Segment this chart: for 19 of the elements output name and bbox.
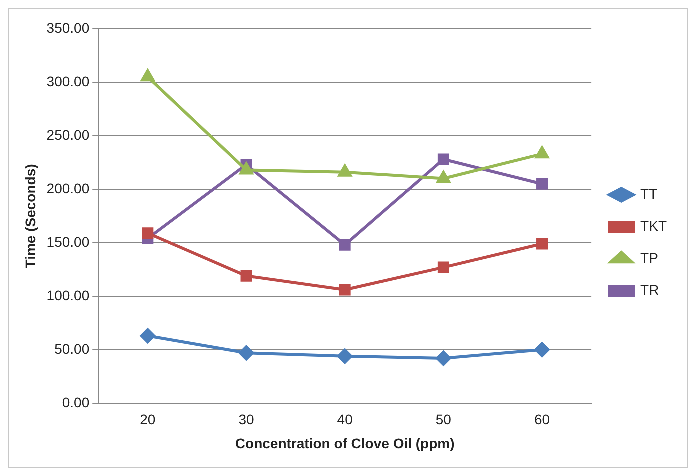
legend-label: TP [640, 250, 658, 266]
y-tick-label: 50.00 [54, 340, 90, 357]
y-tick-label: 200.00 [46, 180, 90, 196]
x-axis-title: Concentration of Clove Oil (ppm) [235, 435, 455, 452]
y-axis-title: Time (Seconds) [22, 164, 38, 268]
y-tick-label: 150.00 [46, 234, 90, 250]
x-tick-label: 40 [337, 412, 354, 428]
y-tick-label: 0.00 [62, 394, 90, 410]
y-tick-label: 250.00 [46, 126, 90, 143]
y-tick-label: 300.00 [46, 73, 90, 90]
x-tick-label: 60 [534, 412, 550, 428]
y-tick-label: 350.00 [46, 20, 90, 36]
x-tick-label: 30 [238, 412, 254, 428]
y-tick-label: 100.00 [46, 287, 90, 304]
legend-label: TKT [640, 218, 668, 234]
legend-label: TT [640, 186, 658, 202]
legend-label: TR [640, 282, 660, 298]
x-tick-label: 20 [140, 412, 156, 428]
x-tick-label: 50 [436, 412, 452, 428]
